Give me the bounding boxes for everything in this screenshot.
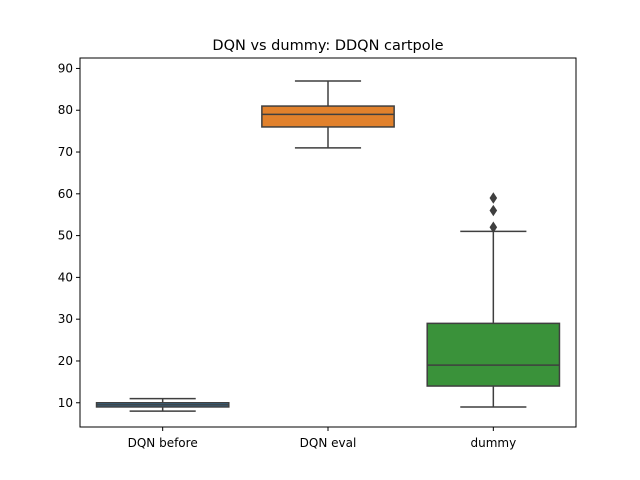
- y-tick-label: 60: [58, 187, 73, 201]
- plot-area: 10 20 30 40 50 60 70 80 90 DQN before DQN eval dumm…: [58, 61, 561, 450]
- plot-frame: [79, 57, 577, 428]
- outlier-dummy: [489, 192, 498, 204]
- outlier-dummy: [489, 204, 498, 217]
- y-tick-label: 80: [58, 103, 73, 117]
- x-tick-label: DQN before: [128, 436, 198, 450]
- y-tick-label: 90: [58, 61, 73, 75]
- chart-title: DQN vs dummy: DDQN cartpole: [212, 38, 443, 54]
- x-tick-label: DQN eval: [300, 436, 357, 450]
- y-tick-label: 40: [58, 270, 73, 284]
- y-tick-label: 10: [58, 396, 73, 410]
- box-dummy: [426, 322, 561, 387]
- y-tick-label: 70: [58, 145, 73, 159]
- x-tick-label: dummy: [470, 436, 516, 450]
- y-tick-label: 50: [58, 229, 73, 243]
- box-dqn-eval: [261, 105, 395, 128]
- outlier-dummy: [489, 221, 498, 233]
- y-tick-label: 30: [58, 312, 73, 326]
- y-tick-label: 20: [58, 354, 73, 368]
